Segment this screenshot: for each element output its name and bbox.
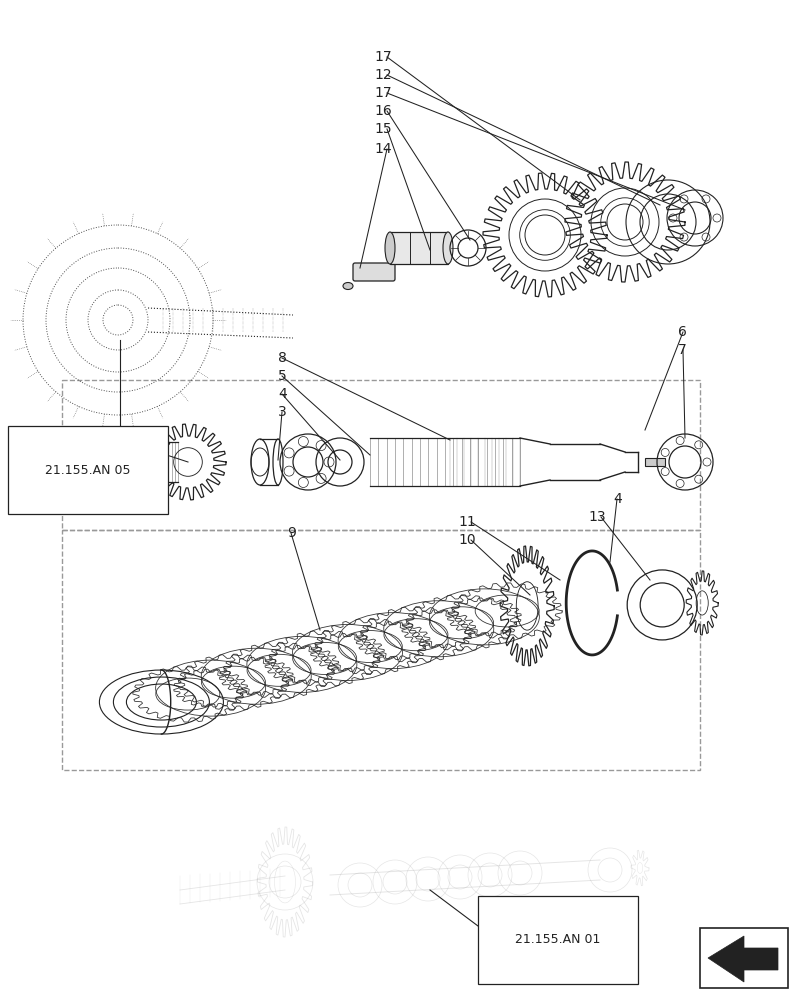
Text: 2: 2 [129,437,138,451]
Text: 1: 1 [103,455,112,469]
Text: 6: 6 [677,325,686,339]
Text: 9: 9 [287,526,296,540]
Text: 4: 4 [278,387,286,401]
Bar [699,928,787,988]
Bar [644,458,664,466]
Text: 5: 5 [278,369,286,383]
Text: 17: 17 [374,86,392,100]
Text: 10: 10 [458,533,475,547]
Text: 8: 8 [278,351,286,365]
Bar [389,232,448,264]
Text: 15: 15 [374,122,392,136]
Text: 21.155.AN 01: 21.155.AN 01 [515,933,600,946]
Text: 7: 7 [677,343,686,357]
Text: 17: 17 [374,50,392,64]
Text: 14: 14 [374,142,392,156]
Polygon shape [707,936,777,982]
Ellipse shape [443,232,453,264]
Text: 21.155.AN 05: 21.155.AN 05 [45,464,131,477]
Text: 4: 4 [612,492,621,506]
Ellipse shape [384,232,394,264]
Ellipse shape [342,282,353,290]
Text: 11: 11 [457,515,475,529]
Text: 12: 12 [374,68,392,82]
Text: 3: 3 [278,405,286,419]
Text: 16: 16 [374,104,392,118]
Text: 13: 13 [588,510,605,524]
FancyBboxPatch shape [353,263,394,281]
